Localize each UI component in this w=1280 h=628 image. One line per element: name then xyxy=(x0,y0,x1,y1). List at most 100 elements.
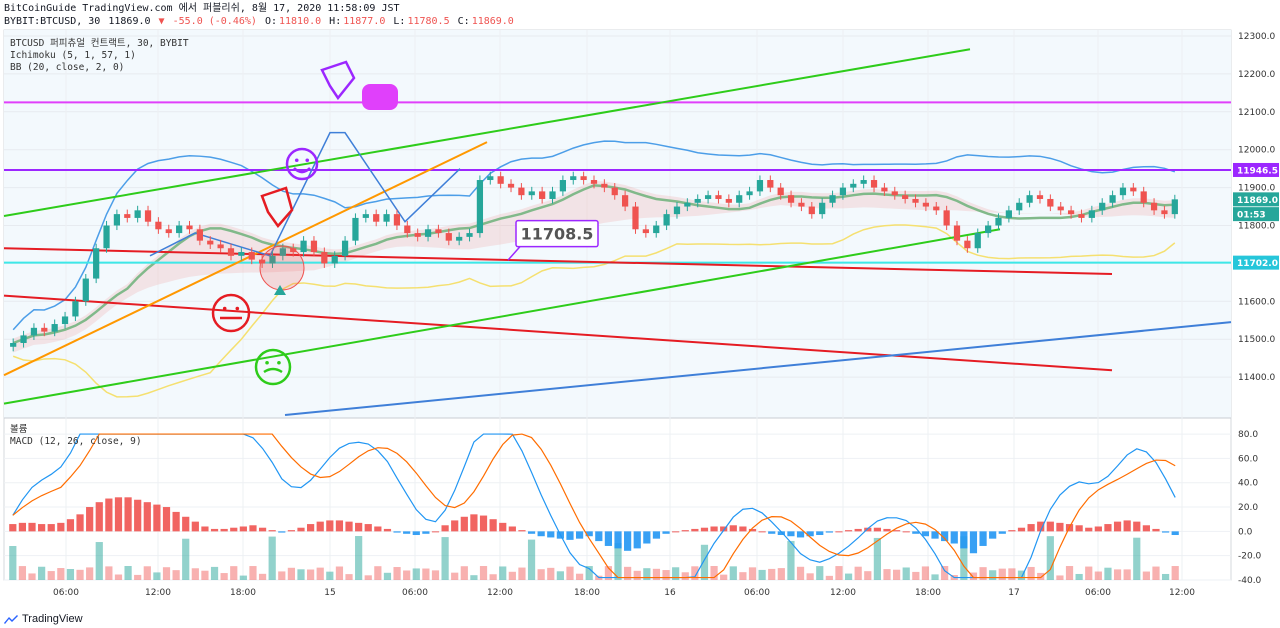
candle-body xyxy=(466,233,473,237)
price-callout: 11708.5 xyxy=(507,219,599,261)
volume-bar xyxy=(220,573,228,580)
zigzag-path xyxy=(149,131,461,257)
highlight-circle xyxy=(259,245,305,291)
volume-bar xyxy=(960,536,968,580)
volume-bar xyxy=(9,546,17,580)
legend-symbol[interactable]: BTCUSD 퍼피츄얼 컨트랙트, 30, BYBIT xyxy=(10,38,189,49)
macd-hist-bar xyxy=(1171,531,1179,536)
legend-volume[interactable]: 볼륨 xyxy=(10,424,28,435)
macd-hist-bar xyxy=(182,516,190,532)
macd-hist-bar xyxy=(38,524,46,532)
macd-hist-bar xyxy=(201,526,209,532)
candle-body xyxy=(902,195,909,199)
volume-bar xyxy=(1017,570,1026,580)
bb-lower xyxy=(12,224,1176,398)
volume-bar xyxy=(191,568,199,580)
time-tick-label: 12:00 xyxy=(487,588,513,598)
candle-body xyxy=(165,229,172,234)
macd-hist-bar xyxy=(153,504,161,532)
macd-hist-bar xyxy=(1085,527,1093,532)
volume-bar xyxy=(893,569,901,580)
volume-bar xyxy=(1008,568,1016,580)
volume-bar xyxy=(652,568,661,580)
main-pane-bg xyxy=(4,30,1231,418)
macd-hist-bar xyxy=(729,525,737,532)
volume-bar xyxy=(662,570,670,580)
volume-bar xyxy=(729,566,737,580)
volume-bar xyxy=(547,567,555,580)
price-label-text: 01:53 xyxy=(1237,211,1266,221)
volume-bar xyxy=(105,566,113,580)
candle-body xyxy=(103,225,110,249)
macd-hist-bar xyxy=(960,531,968,549)
candle-body xyxy=(10,342,17,347)
volume-bar xyxy=(527,539,536,580)
candle-body xyxy=(839,187,847,196)
candle-body xyxy=(891,191,898,196)
legend-bb[interactable]: BB (20, close, 2, 0) xyxy=(10,62,125,73)
macd-legend: 볼륨 MACD (12, 26, close, 9) xyxy=(10,424,142,448)
macd-hist-bar xyxy=(162,507,171,532)
volume-bar xyxy=(258,573,267,580)
volume-bar xyxy=(1152,566,1160,580)
face-eye xyxy=(222,306,227,311)
face-outline xyxy=(254,348,292,386)
volume-bar xyxy=(355,536,363,580)
price-label-text: 11702.0 xyxy=(1237,259,1278,269)
candle-body xyxy=(1057,206,1064,211)
trend-line xyxy=(3,48,971,218)
volume-bar xyxy=(854,566,862,580)
face-eye xyxy=(294,158,299,163)
volume-bar xyxy=(451,572,459,580)
candle-body xyxy=(933,206,940,211)
macd-hist-bar xyxy=(941,531,949,542)
macd-hist-bar xyxy=(383,528,392,532)
tradingview-logo[interactable]: TradingView xyxy=(4,613,83,625)
macd-hist-bar xyxy=(527,531,536,534)
candle-body xyxy=(176,225,183,234)
candle-body xyxy=(1130,187,1137,192)
volume-bar xyxy=(230,566,238,580)
volume-bar xyxy=(441,537,449,580)
candle-body xyxy=(1109,195,1116,203)
volume-bar xyxy=(489,574,497,580)
volume-bar xyxy=(912,571,920,580)
volume-bar xyxy=(95,542,103,580)
macd-hist-bar xyxy=(844,530,853,532)
volume-bar xyxy=(383,572,392,580)
macd-hist-bar xyxy=(1046,521,1054,532)
legend-macd[interactable]: MACD (12, 26, close, 9) xyxy=(10,436,142,447)
candle-body xyxy=(881,187,888,192)
volume-bar xyxy=(403,570,411,580)
macd-hist-bar xyxy=(700,527,709,532)
symbol-ohlc-line: BYBIT:BTCUSD, 30 11869.0 ▼ -55.0 (-0.46%… xyxy=(4,15,516,28)
macd-hist-bar xyxy=(470,514,478,532)
volume-bar xyxy=(700,544,709,580)
candle-body xyxy=(1161,210,1168,215)
time-tick-label: 06:00 xyxy=(1085,588,1111,598)
volume-bar xyxy=(268,536,276,580)
volume-bar xyxy=(1113,569,1122,580)
symbol-label[interactable]: BYBIT:BTCUSD, 30 xyxy=(4,16,101,27)
up-arrow-icon xyxy=(274,285,286,295)
price-label-tag xyxy=(1233,162,1279,177)
volume-bar xyxy=(38,566,46,580)
volume-bar xyxy=(844,573,853,580)
face-outline xyxy=(211,293,251,333)
legend-ichimoku[interactable]: Ichimoku (5, 1, 57, 1) xyxy=(10,50,136,61)
macd-hist-bar xyxy=(47,524,55,532)
candle-body xyxy=(860,180,867,184)
time-tick-label: 12:00 xyxy=(830,588,856,598)
cat-emoji xyxy=(362,84,398,110)
volume-bar xyxy=(479,566,488,580)
candle-body xyxy=(41,327,48,332)
logo-text: TradingView xyxy=(22,613,83,625)
candle-body xyxy=(808,206,815,215)
price-tick-label: 12300.0 xyxy=(1238,32,1275,42)
candles xyxy=(10,171,1178,352)
price-tick-label: 12000.0 xyxy=(1238,146,1275,156)
macd-hist-bar xyxy=(258,527,267,532)
volume-bar xyxy=(921,566,930,580)
volume-bar xyxy=(941,566,949,580)
